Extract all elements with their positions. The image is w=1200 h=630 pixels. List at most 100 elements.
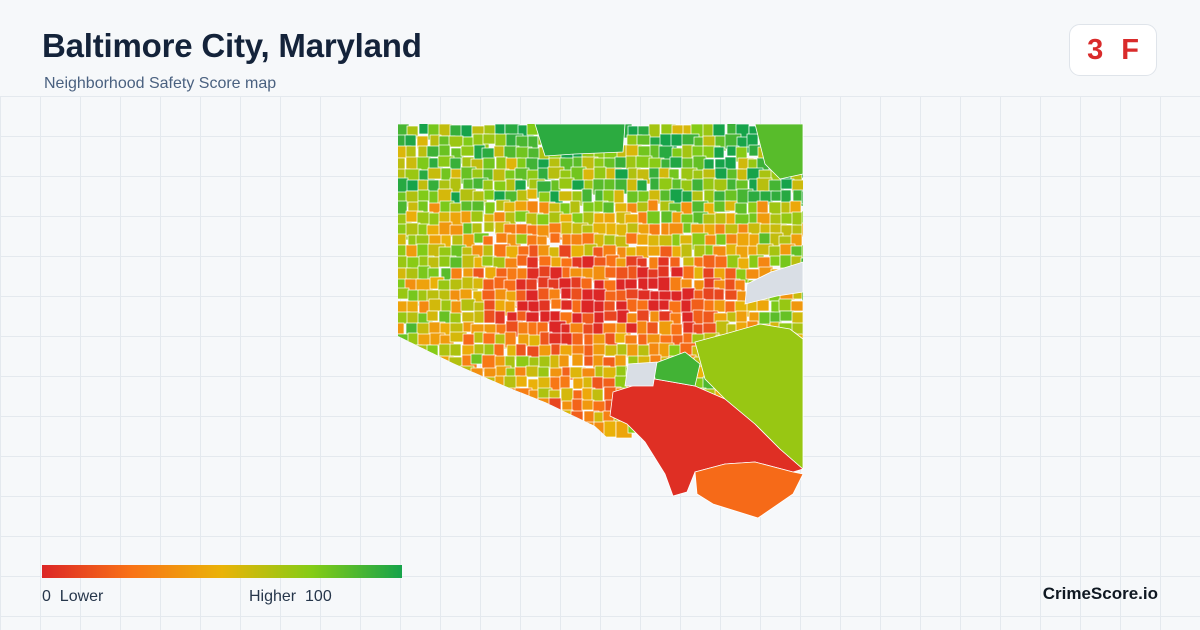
neighborhood-cell[interactable] [516, 410, 532, 423]
neighborhood-cell[interactable] [417, 189, 430, 202]
neighborhood-cell[interactable] [801, 244, 805, 259]
neighborhood-cell[interactable] [527, 398, 539, 416]
neighborhood-cell[interactable] [648, 124, 661, 139]
neighborhood-cell[interactable] [680, 243, 693, 259]
neighborhood-cell[interactable] [395, 398, 412, 415]
neighborhood-cell[interactable] [801, 222, 805, 237]
neighborhood-cell[interactable] [481, 411, 498, 426]
neighborhood-cell[interactable] [471, 397, 483, 416]
neighborhood-cell[interactable] [451, 378, 467, 390]
neighborhood-cell[interactable] [802, 299, 805, 312]
neighborhood-cell[interactable] [493, 420, 506, 433]
neighborhood-cell[interactable] [426, 310, 439, 322]
neighborhood-cell[interactable] [395, 409, 410, 423]
neighborhood-cell[interactable] [405, 377, 418, 391]
neighborhood-cell[interactable] [460, 298, 476, 312]
neighborhood-cell[interactable] [804, 235, 805, 245]
neighborhood-cell[interactable] [428, 377, 443, 389]
neighborhood-cell[interactable] [538, 191, 551, 204]
neighborhood-cell[interactable] [778, 298, 793, 312]
neighborhood-cell[interactable] [460, 210, 473, 224]
neighborhood-cell[interactable] [395, 422, 406, 441]
neighborhood-cell[interactable] [416, 387, 434, 403]
neighborhood-cell[interactable] [536, 419, 550, 435]
neighborhood-cell[interactable] [395, 287, 410, 300]
neighborhood-cell[interactable] [460, 397, 477, 411]
neighborhood-cell[interactable] [804, 203, 805, 215]
neighborhood-cell[interactable] [570, 421, 585, 439]
neighborhood-cell[interactable] [459, 408, 475, 426]
neighborhood-cell[interactable] [406, 354, 421, 373]
neighborhood-cell[interactable] [702, 267, 715, 280]
neighborhood-cell[interactable] [483, 189, 496, 201]
neighborhood-cell[interactable] [448, 135, 464, 148]
neighborhood-cell[interactable] [426, 344, 439, 360]
neighborhood-cell[interactable] [471, 377, 485, 391]
neighborhood-cell[interactable] [804, 180, 805, 192]
neighborhood-cell[interactable] [438, 364, 451, 377]
neighborhood-cell[interactable] [570, 410, 584, 424]
neighborhood-cell[interactable] [426, 366, 441, 380]
neighborhood-cell[interactable] [450, 267, 463, 281]
neighborhood-cell[interactable] [449, 420, 468, 437]
neighborhood-cell[interactable] [448, 388, 463, 406]
neighborhood-cell[interactable] [405, 156, 419, 171]
neighborhood-cell[interactable] [801, 190, 805, 205]
neighborhood-cell[interactable] [449, 398, 467, 416]
neighborhood-cell[interactable] [571, 353, 584, 367]
neighborhood-cell[interactable] [516, 399, 529, 414]
neighborhood-cell[interactable] [426, 421, 444, 436]
neighborhood-cell[interactable] [802, 312, 805, 331]
neighborhood-cell[interactable] [525, 365, 540, 378]
neighborhood-cell[interactable] [558, 354, 570, 368]
neighborhood-cell[interactable] [448, 411, 462, 427]
neighborhood-cell[interactable] [582, 421, 595, 434]
neighborhood-cell[interactable] [725, 233, 739, 246]
neighborhood-cell[interactable] [515, 420, 528, 433]
neighborhood-cell[interactable] [439, 419, 458, 433]
choropleth-map[interactable] [395, 124, 805, 519]
neighborhood-cell[interactable] [494, 388, 513, 406]
neighborhood-cell[interactable] [493, 180, 507, 192]
neighborhood-cell[interactable] [407, 364, 424, 377]
neighborhood-cell[interactable] [804, 333, 805, 343]
neighborhood-cell[interactable] [415, 355, 430, 369]
neighborhood-cell[interactable] [494, 288, 508, 302]
neighborhood-cell[interactable] [406, 419, 420, 432]
neighborhood-cell[interactable] [395, 354, 410, 367]
neighborhood-cell[interactable] [515, 343, 527, 357]
neighborhood-cell[interactable] [603, 420, 617, 438]
neighborhood-cell[interactable] [404, 387, 420, 404]
neighborhood-cell[interactable] [407, 332, 419, 347]
city-map[interactable] [395, 124, 805, 519]
northeast-corner-region[interactable] [754, 124, 804, 180]
neighborhood-cell[interactable] [416, 375, 429, 393]
neighborhood-cell[interactable] [460, 145, 475, 157]
neighborhood-cell[interactable] [397, 366, 413, 384]
neighborhood-cell[interactable] [526, 256, 539, 270]
neighborhood-cell[interactable] [539, 408, 554, 422]
southeast-point-region[interactable] [694, 461, 804, 519]
neighborhood-cell[interactable] [470, 367, 484, 381]
neighborhood-cell[interactable] [470, 353, 484, 365]
east-industrial-region[interactable] [694, 323, 804, 470]
neighborhood-cell[interactable] [470, 210, 484, 223]
neighborhood-cell[interactable] [559, 421, 574, 435]
neighborhood-cell[interactable] [427, 386, 442, 399]
neighborhood-cell[interactable] [648, 167, 661, 180]
neighborhood-cell[interactable] [549, 232, 561, 244]
neighborhood-cell[interactable] [460, 124, 473, 138]
neighborhood-cell[interactable] [395, 378, 407, 397]
neighborhood-cell[interactable] [417, 398, 433, 416]
neighborhood-cell[interactable] [712, 124, 726, 137]
neighborhood-cell[interactable] [438, 400, 454, 414]
neighborhood-cell[interactable] [427, 399, 441, 413]
neighborhood-cell[interactable] [395, 387, 412, 402]
neighborhood-cell[interactable] [438, 388, 452, 401]
brand-logo-text[interactable]: CrimeScore.io [1042, 584, 1158, 603]
neighborhood-cell[interactable] [482, 387, 497, 403]
neighborhood-cell[interactable] [471, 421, 484, 437]
neighborhood-cell[interactable] [395, 244, 407, 257]
neighborhood-cell[interactable] [526, 188, 538, 200]
neighborhood-cell[interactable] [669, 156, 683, 169]
